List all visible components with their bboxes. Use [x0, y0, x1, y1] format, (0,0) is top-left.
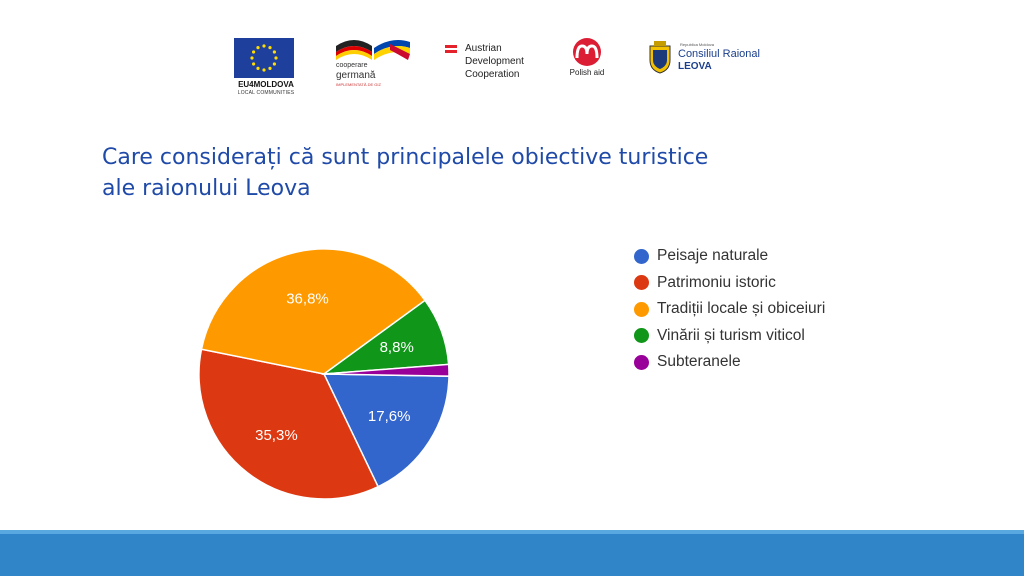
leova-logo-text-1: Consiliul Raional — [678, 48, 760, 60]
pie-slice-label-3: 8,8% — [380, 339, 414, 356]
legend-label: Vinării și turism viticol — [657, 326, 805, 344]
legend-swatch-icon — [634, 275, 649, 291]
legend-swatch-icon — [634, 328, 649, 344]
pie-slice-1 — [198, 348, 380, 500]
slide-title-line-2: ale raionului Leova — [102, 176, 311, 201]
pie-chart: 17,6% 35,3% 36,8% 8,8% — [198, 248, 450, 500]
polish-aid-logo: Polish aid — [564, 30, 610, 100]
austrian-development-logo: Austrian Development Cooperation — [443, 30, 543, 100]
slide-title: Care considerați că sunt principalele ob… — [102, 142, 822, 204]
german-moldovan-flags-icon — [336, 40, 410, 60]
eu-logo-text: EU4MOLDOVA — [238, 80, 294, 89]
slide-title-line-1: Care considerați că sunt principalele ob… — [102, 145, 709, 170]
pie-slice-0 — [322, 373, 450, 488]
legend-item-4: Subteranele — [634, 349, 825, 376]
legend-label: Peisaje naturale — [657, 247, 769, 265]
pie-slice-label-1: 35,3% — [255, 427, 298, 444]
legend-swatch-icon — [634, 354, 649, 370]
legend-item-3: Vinării și turism viticol — [634, 323, 825, 350]
german-logo-text-2: germană — [336, 70, 376, 81]
eu4moldova-logo: EU4MOLDOVA LOCAL COMMUNITIES — [234, 30, 298, 100]
german-logo-text-3: IMPLEMENTATĂ DE GIZ — [336, 82, 381, 87]
legend-item-2: Tradiții locale și obiceiuri — [634, 296, 825, 323]
pie-slice-label-2: 36,8% — [286, 290, 329, 307]
pie-slice-label-0: 17,6% — [368, 408, 411, 425]
pie-slice-4 — [323, 363, 450, 377]
cooperare-germana-logo: cooperare germană IMPLEMENTATĂ DE GIZ — [334, 30, 414, 100]
legend-swatch-icon — [634, 248, 649, 264]
polish-aid-text: Polish aid — [569, 68, 605, 77]
chart-legend: Peisaje naturale Patrimoniu istoric Tradiț… — [634, 243, 825, 376]
leova-coat-of-arms-icon — [649, 41, 671, 74]
legend-label: Subteranele — [657, 353, 741, 371]
legend-label: Tradiții locale și obiceiuri — [657, 300, 826, 318]
austrian-logo-text: Austrian Development Cooperation — [465, 43, 524, 80]
german-logo-text-1: cooperare — [336, 62, 368, 69]
consiliul-raional-leova-logo: Republica Moldova Consiliul Raional LEOV… — [648, 30, 768, 100]
polish-aid-icon — [573, 38, 601, 66]
leova-logo-small-text: Republica Moldova — [680, 42, 715, 47]
footer-band — [0, 530, 1024, 576]
eu-logo-subtext: LOCAL COMMUNITIES — [237, 90, 295, 96]
legend-item-0: Peisaje naturale — [634, 243, 825, 270]
legend-label: Patrimoniu istoric — [657, 273, 776, 291]
legend-item-1: Patrimoniu istoric — [634, 270, 825, 297]
partner-logos: EU4MOLDOVA LOCAL COMMUNITIES cooperare g… — [0, 30, 1024, 100]
eu-flag-icon — [234, 38, 294, 78]
leova-logo-text-2: LEOVA — [678, 61, 712, 72]
pie-slice-2 — [200, 248, 427, 375]
austria-flag-icon — [445, 45, 457, 53]
legend-swatch-icon — [634, 301, 649, 317]
